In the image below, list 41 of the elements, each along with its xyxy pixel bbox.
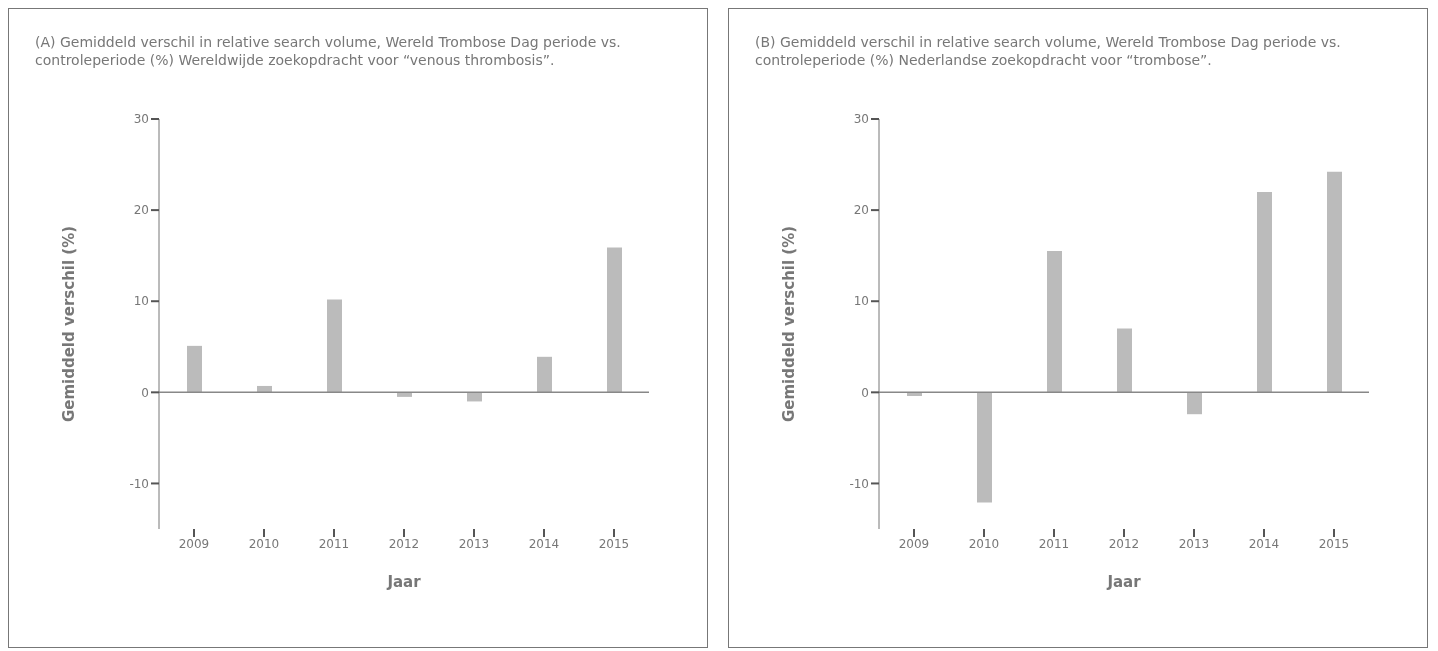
bar	[537, 356, 552, 393]
y-tick-label: 10	[133, 294, 149, 309]
bar	[257, 385, 272, 393]
chart-title: (B) Gemiddeld verschil in relative search volume, Wereld Trombose Dag periode vs. controleperiode (%) Nederlandse zoekopdracht voor “trombose”.	[755, 33, 1342, 69]
y-axis-title: Gemiddeld verschil (%)	[60, 225, 79, 423]
y-tick-label: 30	[133, 112, 149, 127]
x-tick-label: 2013	[458, 536, 490, 551]
y-tick-label: 20	[853, 203, 869, 218]
x-tick-label: 2013	[1178, 536, 1210, 551]
x-tick-label: 2010	[968, 536, 1000, 551]
bar	[1117, 328, 1132, 393]
bar	[1187, 392, 1202, 415]
y-tick-label: 0	[861, 385, 869, 400]
y-tick-label: 10	[853, 294, 869, 309]
bar	[977, 392, 992, 503]
x-tick-label: 2014	[1248, 536, 1280, 551]
x-tick-label: 2009	[898, 536, 930, 551]
x-tick-label: 2010	[248, 536, 280, 551]
bar	[327, 299, 342, 393]
y-tick-label: 0	[141, 385, 149, 400]
y-tick-label: 20	[133, 203, 149, 218]
x-tick-label: 2014	[528, 536, 560, 551]
x-tick-label: 2009	[178, 536, 210, 551]
bar	[1047, 251, 1062, 393]
y-axis-title: Gemiddeld verschil (%)	[780, 225, 799, 423]
y-tick-label: -10	[129, 476, 149, 491]
x-tick-label: 2012	[1108, 536, 1140, 551]
y-tick-label: -10	[849, 476, 869, 491]
x-tick-label: 2011	[318, 536, 350, 551]
x-tick-label: 2012	[388, 536, 420, 551]
x-axis-title: Jaar	[386, 573, 422, 591]
x-axis-title: Jaar	[1106, 573, 1142, 591]
chart-title: (A) Gemiddeld verschil in relative search volume, Wereld Trombose Dag periode vs. controleperiode (%) Wereldwijde zoekopdracht voor “venous thrombosis”.	[35, 33, 622, 69]
bar	[1327, 171, 1342, 393]
bar	[607, 247, 622, 393]
bar	[1257, 191, 1272, 393]
x-tick-label: 2015	[1318, 536, 1350, 551]
y-tick-label: 30	[853, 112, 869, 127]
bar	[187, 345, 202, 393]
x-tick-label: 2011	[1038, 536, 1070, 551]
x-tick-label: 2015	[598, 536, 630, 551]
